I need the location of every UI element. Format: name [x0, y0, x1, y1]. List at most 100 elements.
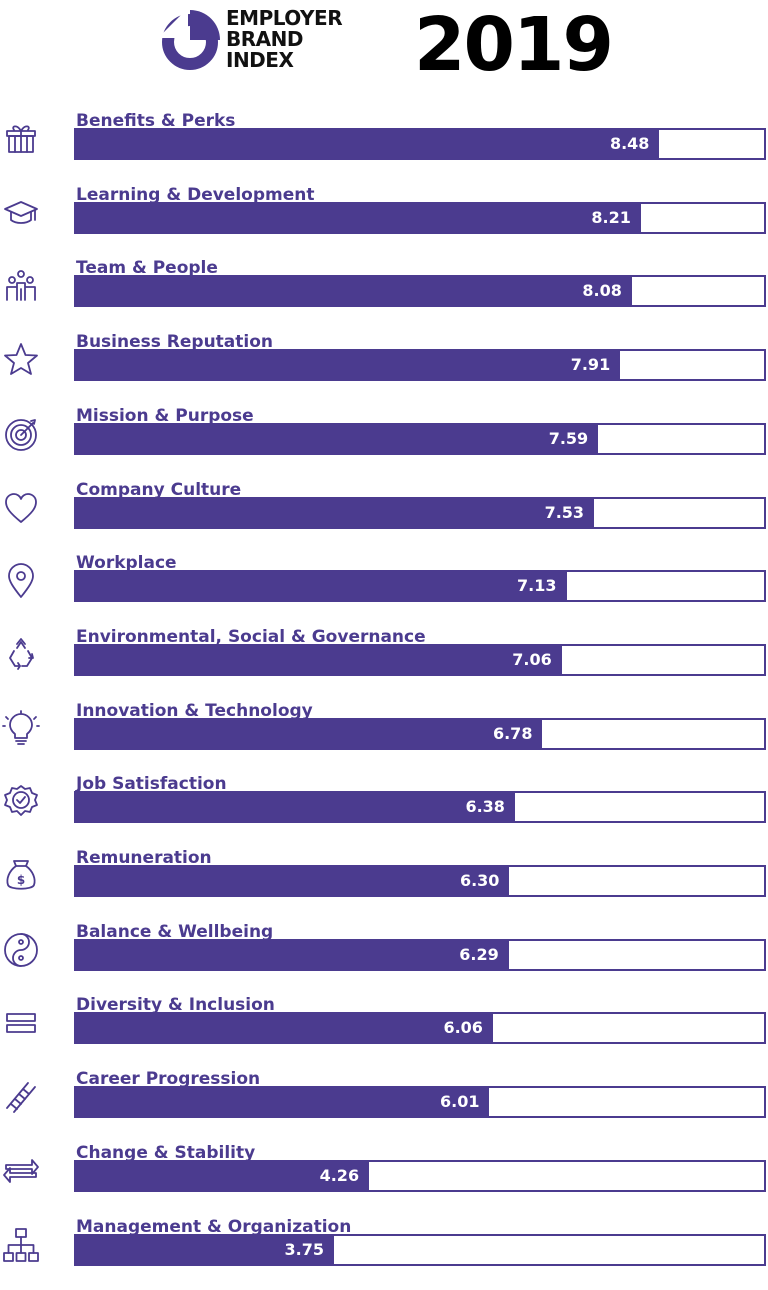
bar: 6.38 [76, 793, 515, 822]
logo-line: INDEX [226, 48, 294, 72]
category-label: Innovation & Technology [76, 700, 313, 721]
team-icon [2, 267, 40, 305]
bar-track: 6.06 [74, 1012, 766, 1045]
bar-row: Workplace 7.13 [0, 552, 768, 626]
bar: 3.75 [76, 1235, 334, 1264]
category-label: Workplace [76, 553, 177, 574]
bar: 7.59 [76, 424, 599, 453]
category-label: Change & Stability [76, 1142, 256, 1163]
bar-track: 3.75 [74, 1233, 766, 1266]
bar-value-label: 7.59 [548, 428, 589, 448]
category-label: Remuneration [76, 848, 212, 868]
bar: 6.30 [76, 867, 510, 895]
money-bag-icon: $ [2, 857, 40, 895]
bar-row: Change & Stability 4.26 [0, 1142, 768, 1216]
bar-row: Company Culture 7.53 [0, 479, 768, 553]
bar-value-label: 8.08 [582, 281, 622, 301]
bar-value-label: 7.13 [517, 576, 557, 596]
year-heading: 2019 [414, 2, 614, 88]
bar-value-label: 6.06 [443, 1018, 483, 1038]
bar-value-label: 8.21 [591, 207, 631, 227]
bar-value-label: 6.29 [459, 944, 499, 964]
logo-line: EMPLOYER [226, 6, 343, 30]
org-chart-icon [2, 1226, 40, 1264]
svg-text:$: $ [17, 873, 25, 887]
bar: 8.08 [76, 277, 632, 306]
bar-row: Mission & Purpose 7.59 [0, 405, 768, 479]
bar-value-label: 6.01 [440, 1092, 480, 1112]
category-label: Job Satisfaction [76, 774, 227, 795]
badge-check-icon [2, 783, 40, 821]
bar-track: 4.26 [74, 1159, 766, 1192]
bar-track: 7.53 [74, 496, 766, 529]
target-icon [2, 415, 40, 453]
bar-track: 6.01 [74, 1086, 766, 1119]
bar-row: Learning & Development 8.21 [0, 184, 768, 258]
bar: 8.21 [76, 203, 641, 232]
category-label: Mission & Purpose [76, 405, 254, 426]
recycle-icon [2, 636, 40, 674]
bar-row: $ Remuneration 6.30 [0, 847, 768, 921]
bar-value-label: 6.78 [492, 723, 533, 743]
bar: 8.48 [76, 130, 660, 158]
bar-track: 8.08 [74, 275, 766, 308]
bar-value-label: 6.38 [465, 797, 505, 817]
lightbulb-icon [2, 709, 40, 748]
bar-track: 8.48 [74, 128, 766, 160]
yin-yang-icon [2, 931, 40, 969]
bar: 7.13 [76, 572, 567, 601]
bar: 6.06 [76, 1014, 493, 1043]
heart-icon [2, 489, 40, 527]
location-pin-icon [2, 562, 40, 600]
bar-row: Career Progression 6.01 [0, 1068, 768, 1142]
bar-value-label: 7.06 [512, 649, 552, 669]
category-label: Environmental, Social & Governance [76, 626, 426, 647]
gift-icon [2, 120, 40, 158]
bar-row: Balance & Wellbeing 6.29 [0, 921, 768, 995]
bar: 7.06 [76, 645, 562, 674]
bar-row: Job Satisfaction 6.38 [0, 773, 768, 847]
graduation-cap-icon [2, 194, 40, 232]
category-label: Company Culture [76, 479, 242, 500]
bar: 6.29 [76, 940, 509, 969]
category-label: Career Progression [76, 1069, 261, 1090]
bar-row: Management & Organization 3.75 [0, 1216, 768, 1290]
bar-value-label: 6.30 [459, 871, 500, 890]
logo-text: EMPLOYER BRAND INDEX [226, 8, 376, 71]
bar-row: Team & People 8.08 [0, 257, 768, 331]
logo-icon [158, 8, 220, 70]
header: EMPLOYER BRAND INDEX 2019 [0, 0, 768, 100]
bar-value-label: 7.91 [570, 355, 611, 375]
bar: 6.01 [76, 1088, 490, 1117]
bar-track: 6.78 [74, 717, 766, 750]
bar-track: 6.29 [74, 938, 766, 971]
bar-value-label: 7.53 [544, 502, 585, 522]
bar: 6.78 [76, 719, 543, 748]
bar-value-label: 8.48 [609, 134, 650, 153]
arrows-exchange-icon [2, 1152, 40, 1190]
bar-track: 7.13 [74, 570, 766, 603]
category-label: Business Reputation [76, 332, 274, 353]
bar-row: Benefits & Perks 8.48 [0, 110, 768, 184]
bar-track: 7.91 [74, 349, 766, 382]
bar-track: 7.06 [74, 643, 766, 676]
bar-row: Business Reputation 7.91 [0, 331, 768, 405]
bar-track: 6.30 [74, 865, 766, 897]
bar: 4.26 [76, 1161, 370, 1190]
equals-icon [2, 1004, 40, 1042]
bar-row: Diversity & Inclusion 6.06 [0, 994, 768, 1068]
category-label: Learning & Development [76, 184, 315, 205]
logo-line: BRAND [226, 27, 303, 51]
category-label: Diversity & Inclusion [76, 995, 275, 1016]
bar-track: 6.38 [74, 791, 766, 824]
star-icon [2, 341, 40, 379]
bar-value-label: 4.26 [319, 1165, 360, 1185]
category-label: Management & Organization [76, 1216, 352, 1237]
bar-track: 8.21 [74, 201, 766, 234]
bar-row: Environmental, Social & Governance 7.06 [0, 626, 768, 700]
bar-value-label: 3.75 [284, 1239, 324, 1259]
ladder-icon [2, 1078, 40, 1116]
category-label: Benefits & Perks [76, 111, 236, 131]
category-label: Team & People [76, 258, 218, 279]
